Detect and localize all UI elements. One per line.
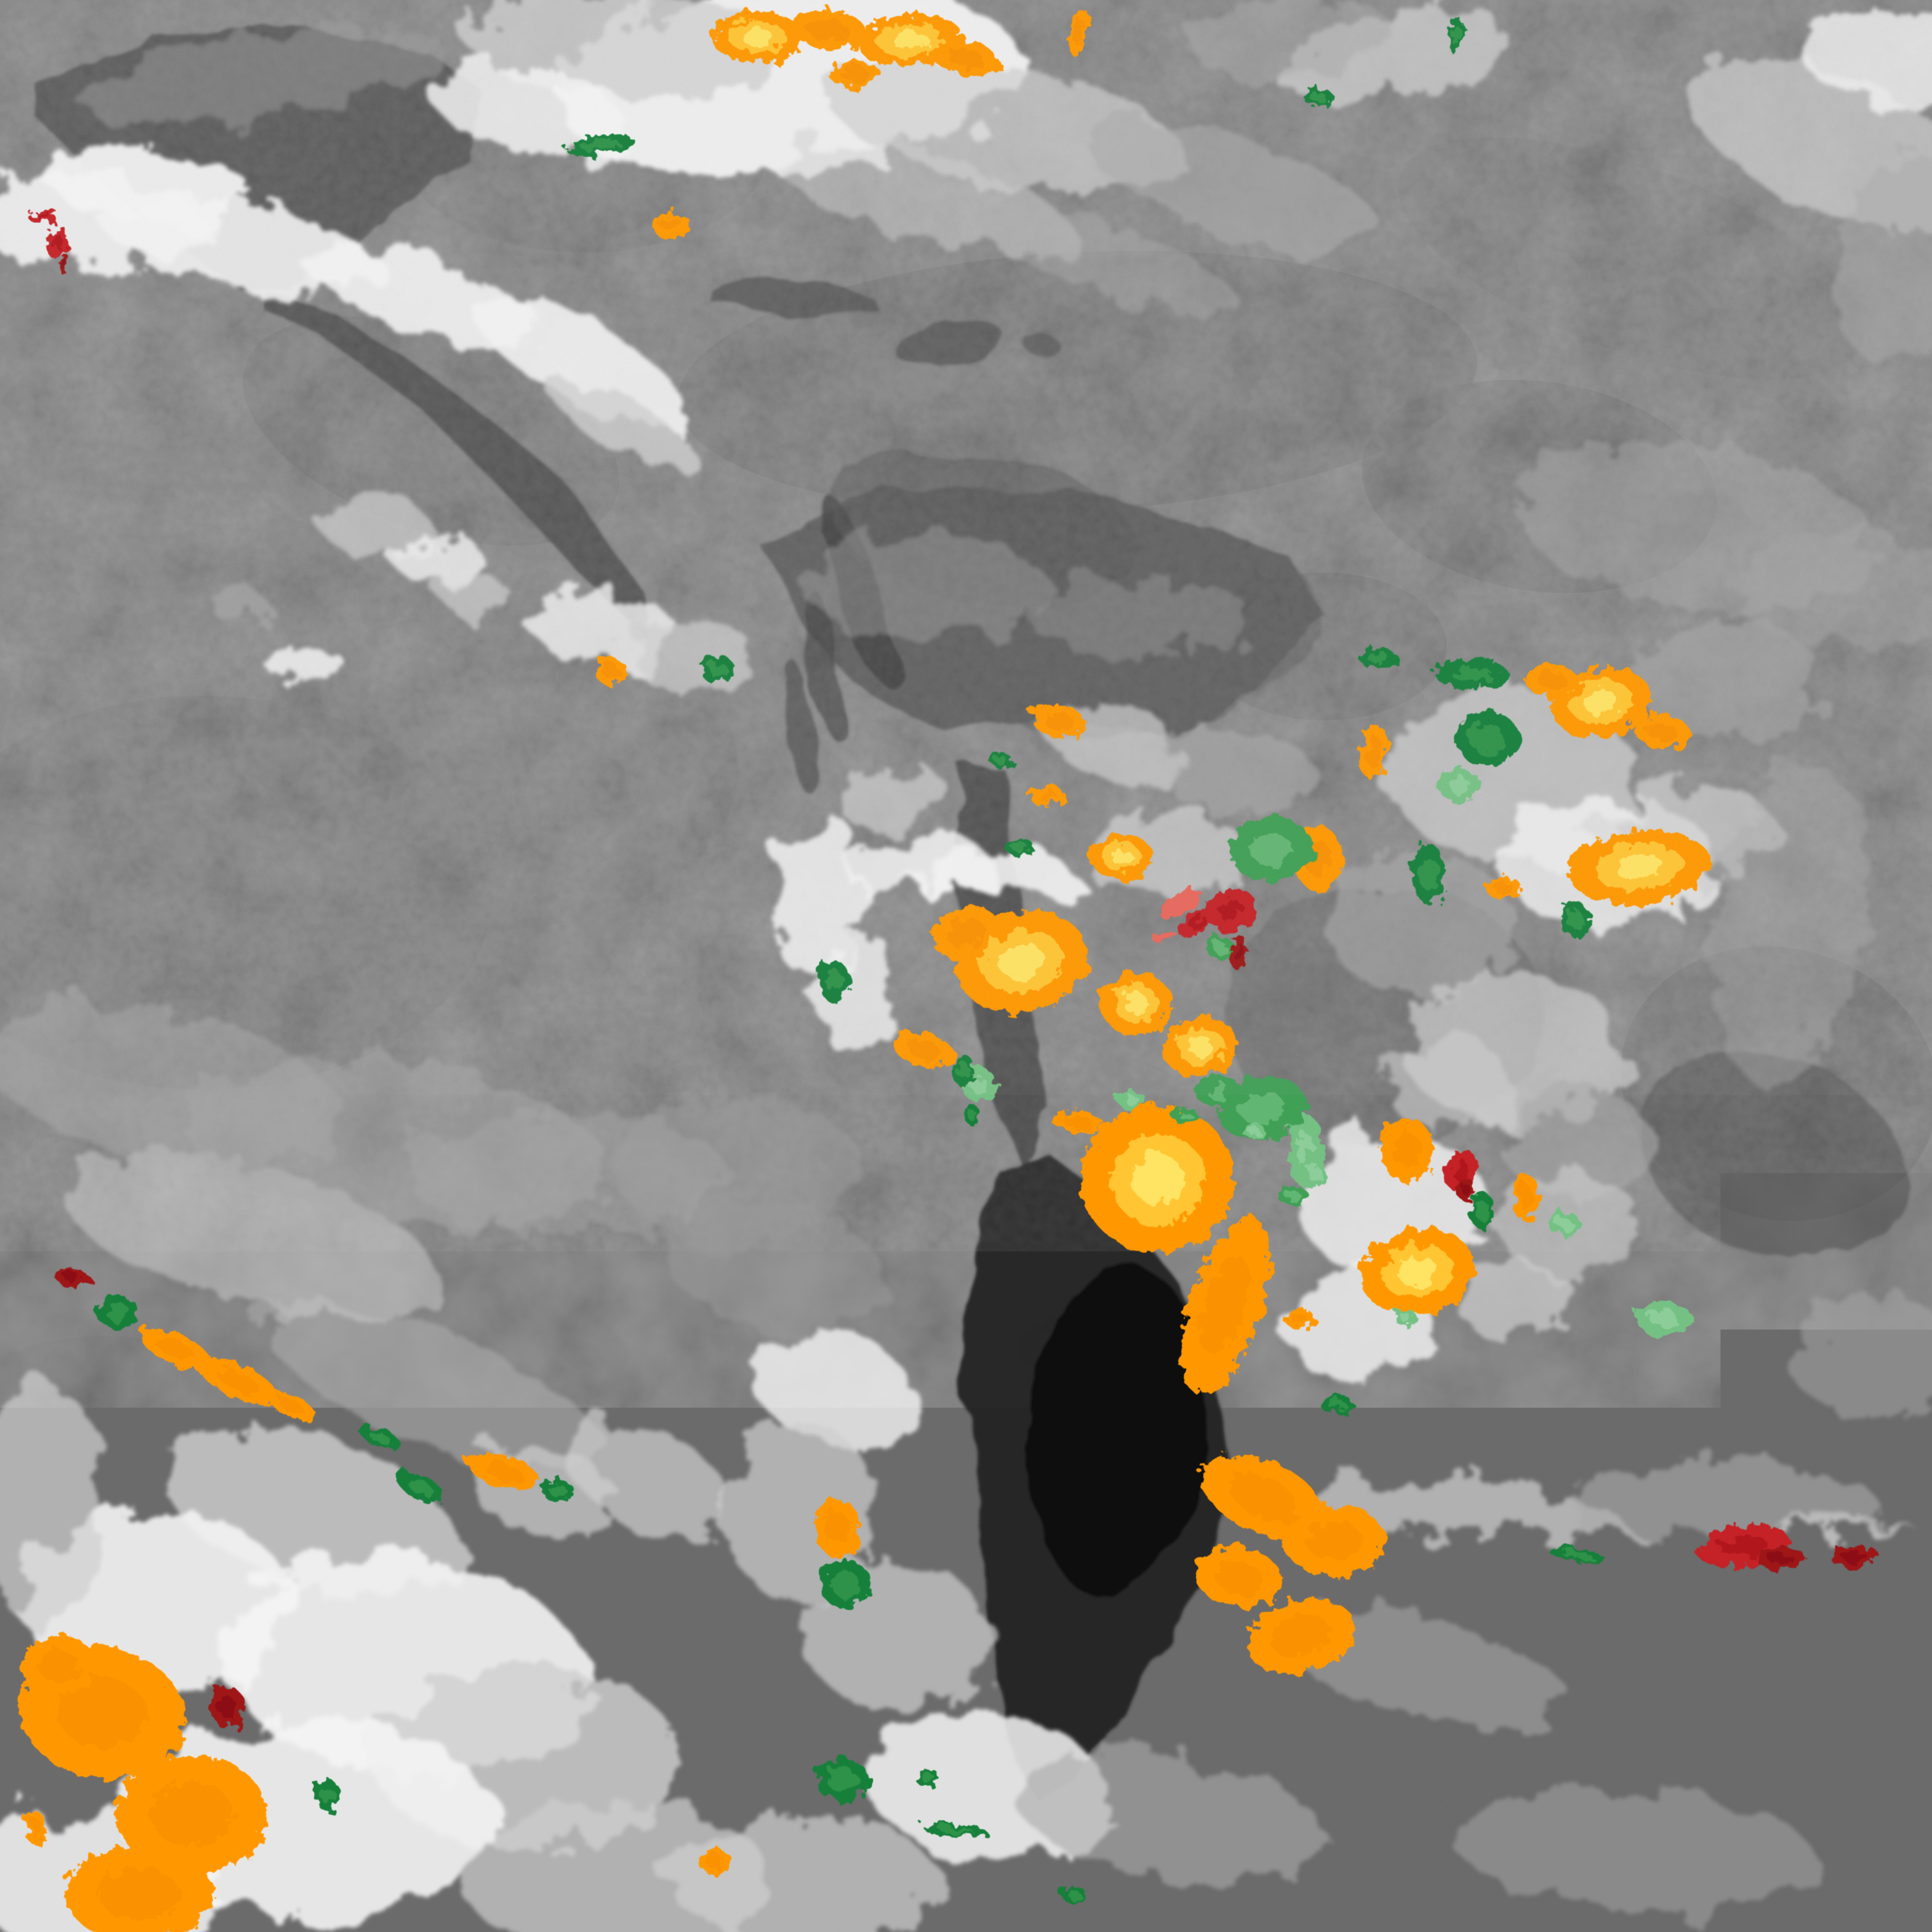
film-grain-overlay — [0, 0, 1932, 1932]
infrared-satellite-map — [0, 0, 1932, 1932]
satellite-image-stage — [0, 0, 1932, 1932]
